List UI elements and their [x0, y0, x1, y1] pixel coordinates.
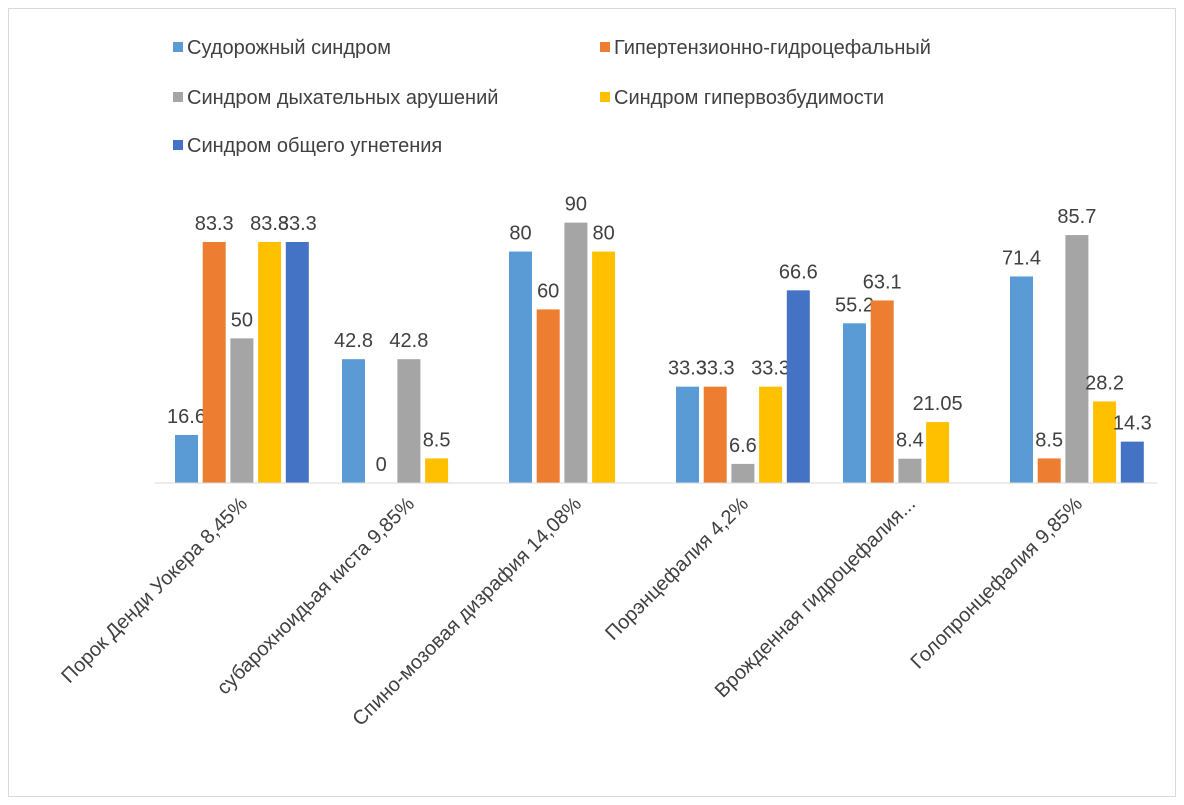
bar	[1093, 401, 1117, 483]
bar	[509, 251, 532, 483]
bar	[870, 300, 894, 483]
bar	[175, 434, 198, 483]
legend-label: Синдром дыхательных арушений	[187, 87, 498, 109]
data-label: 83.3	[250, 213, 289, 235]
bar	[397, 359, 421, 483]
data-label: 63.1	[863, 271, 902, 293]
data-label: 60	[537, 280, 559, 302]
bar	[342, 359, 365, 483]
bar	[898, 458, 922, 483]
bar	[786, 290, 810, 483]
legend-swatch	[173, 140, 183, 150]
data-label: 90	[565, 194, 587, 216]
data-label: 16.6	[167, 406, 206, 428]
bar	[564, 222, 588, 483]
legend-label: Гипертензионно-гидроцефальный	[614, 37, 931, 59]
data-label: 8.5	[1035, 429, 1063, 451]
data-label: 42.8	[389, 330, 428, 352]
legend-label: Синдром общего угнетения	[187, 135, 442, 157]
bar	[703, 386, 727, 483]
bar	[536, 309, 560, 483]
bar	[676, 386, 699, 483]
legend-swatch	[173, 92, 183, 102]
data-label: 85.7	[1057, 206, 1096, 228]
data-label: 83.3	[278, 213, 317, 235]
bar	[731, 463, 755, 483]
data-label: 33.3	[668, 358, 707, 380]
data-label: 80	[592, 223, 614, 245]
data-label: 71.4	[1002, 247, 1041, 269]
data-label: 33.3	[696, 358, 735, 380]
bar	[258, 242, 282, 483]
legend-swatch	[173, 42, 183, 52]
data-label: 8.5	[423, 429, 451, 451]
bar	[759, 386, 783, 483]
bar	[592, 251, 616, 483]
bar	[230, 338, 254, 483]
bar	[202, 242, 226, 483]
bar	[1010, 276, 1033, 483]
bar	[926, 422, 950, 483]
data-label: 0	[376, 454, 387, 476]
data-label: 21.05	[913, 393, 963, 415]
legend-swatch	[600, 42, 610, 52]
legend-swatch	[600, 92, 610, 102]
data-label: 28.2	[1085, 372, 1124, 394]
data-label: 8.4	[896, 430, 924, 452]
data-label: 42.8	[334, 330, 373, 352]
data-label: 33.3	[751, 358, 790, 380]
bar	[425, 458, 449, 483]
bar	[1065, 235, 1089, 483]
data-label: 6.6	[729, 435, 757, 457]
chart-frame	[8, 8, 1176, 797]
data-label: 66.6	[779, 261, 818, 283]
legend-label: Синдром гипервозбудимости	[614, 87, 884, 109]
data-label: 50	[231, 309, 253, 331]
bar	[1037, 458, 1061, 483]
bar	[1120, 441, 1144, 483]
data-label: 14.3	[1113, 413, 1152, 435]
legend-label: Судорожный синдром	[187, 37, 391, 59]
bar	[843, 323, 866, 483]
data-label: 80	[509, 223, 531, 245]
data-label: 55.2	[835, 294, 874, 316]
bar	[285, 242, 309, 483]
data-label: 83.3	[195, 213, 234, 235]
